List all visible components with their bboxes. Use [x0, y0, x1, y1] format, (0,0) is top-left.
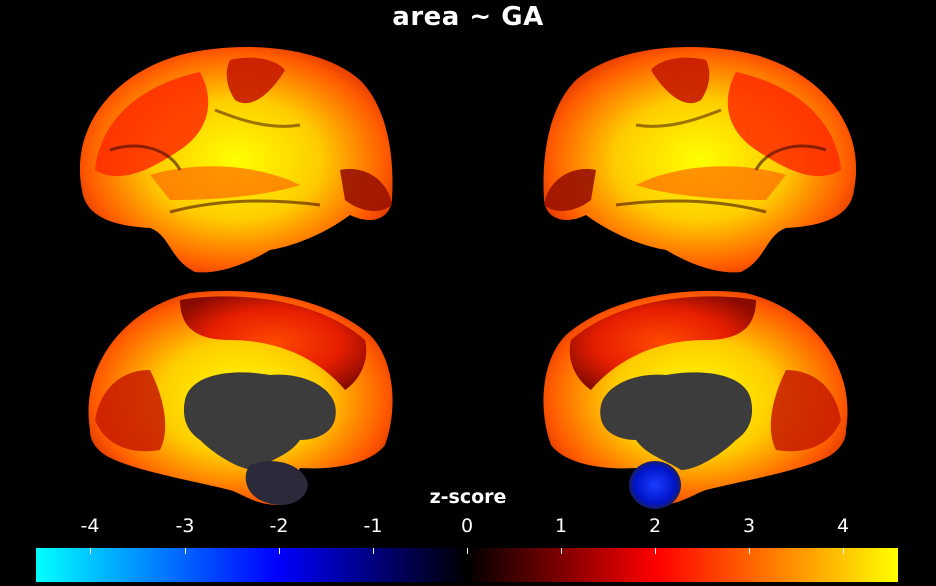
colorbar-tick — [373, 548, 374, 554]
colorbar-tick — [185, 548, 186, 554]
colorbar-tick-label: 0 — [460, 515, 474, 537]
colorbar-tick — [749, 548, 750, 554]
brain-medial-right — [543, 290, 848, 509]
brain-lateral-right — [543, 47, 857, 273]
colorbar-tick-label: -3 — [175, 515, 195, 537]
colorbar-tick-label: 4 — [836, 515, 850, 537]
colorbar-tick-label: -1 — [363, 515, 383, 537]
colorbar-tick — [279, 548, 280, 554]
brain-lateral-left — [79, 47, 393, 273]
colorbar-tick — [90, 548, 91, 554]
colorbar-tick-label: 1 — [554, 515, 568, 537]
colorbar-tick — [467, 548, 468, 554]
figure-title: area ~ GA — [392, 2, 544, 32]
brain-medial-left — [88, 290, 393, 505]
colorbar-tick-label: -2 — [269, 515, 289, 537]
colorbar — [36, 548, 898, 582]
colorbar-tick — [561, 548, 562, 554]
colorbar-tick-label: 2 — [648, 515, 662, 537]
colorbar-tick — [655, 548, 656, 554]
colorbar-tick — [843, 548, 844, 554]
colorbar-tick-label: 3 — [742, 515, 756, 537]
colorbar-tick-label: -4 — [80, 515, 100, 537]
colorbar-label: z-score — [429, 486, 507, 508]
